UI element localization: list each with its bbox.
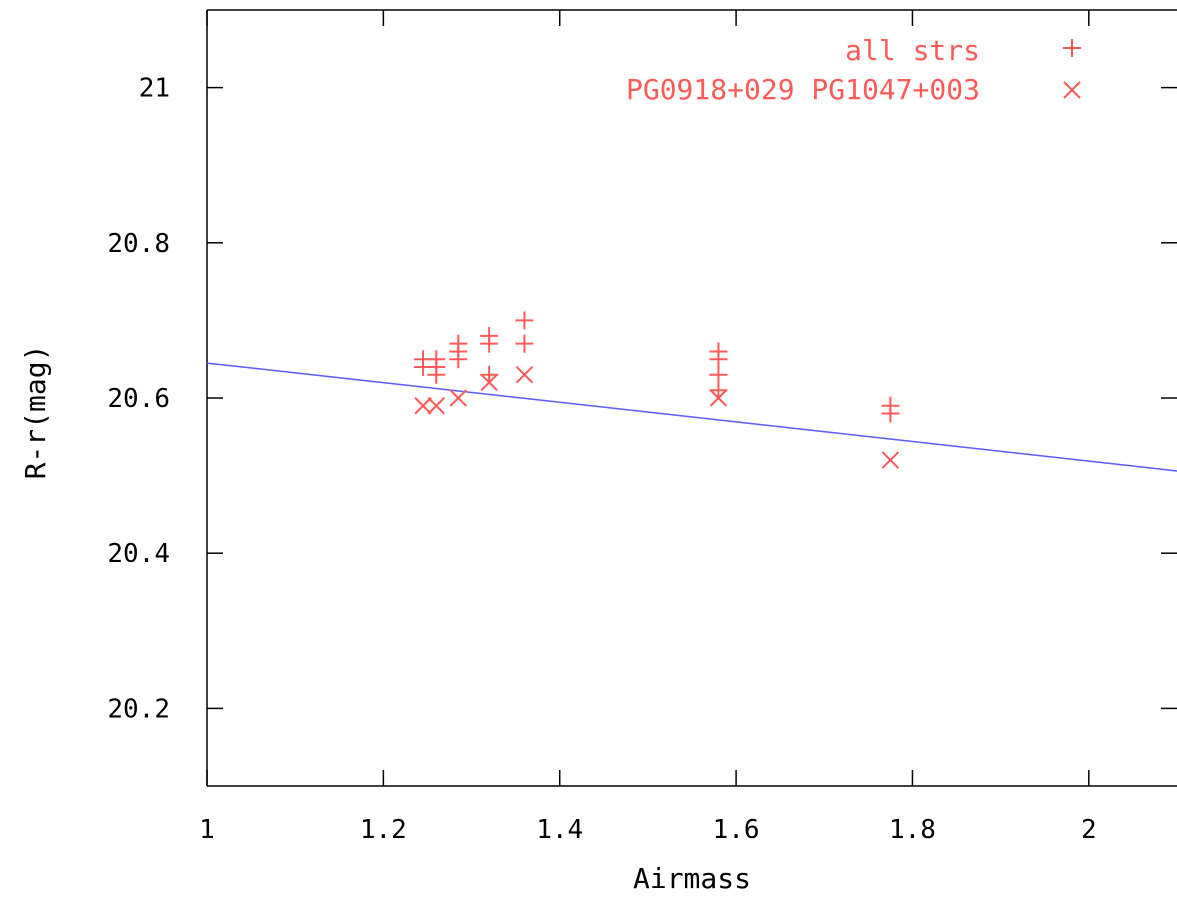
- x-tick-label: 1.2: [360, 815, 407, 845]
- legend-label-pg-stars: PG0918+029 PG1047+003: [626, 73, 980, 106]
- plus-marker: [709, 350, 728, 369]
- plus-marker: [480, 334, 499, 353]
- plus-marker: [480, 365, 499, 384]
- legend: all strs PG0918+029 PG1047+003: [626, 34, 1081, 106]
- tick-labels: 1 1.2 1.4 1.6 1.8 2 20.2 20.4 20.6 20.8 21: [107, 74, 1096, 845]
- plus-marker: [709, 365, 728, 384]
- plus-marker: [709, 381, 728, 400]
- y-tick-label: 20.4: [107, 539, 170, 569]
- cross-marker: [881, 451, 900, 469]
- x-axis-label: Airmass: [633, 862, 751, 895]
- cross-marker: [414, 397, 432, 415]
- x-tick-label: 1.8: [889, 815, 936, 845]
- marker-stroke: [709, 389, 728, 407]
- plus-marker: [427, 365, 446, 384]
- y-tick-label: 20.2: [107, 694, 170, 724]
- marker-stroke: [449, 389, 468, 407]
- ticks: [206, 10, 1177, 786]
- cross-marker: [515, 366, 534, 384]
- marker-stroke: [881, 451, 900, 469]
- marker-stroke: [480, 373, 498, 392]
- y-tick-label: 20.8: [107, 229, 170, 259]
- axes: [206, 9, 1177, 787]
- plus-marker: [449, 350, 468, 369]
- legend-label-all-strs: all strs: [845, 34, 980, 67]
- cross-marker: [480, 373, 498, 392]
- cross-marker: [427, 397, 445, 415]
- x-tick-label: 1.6: [713, 815, 760, 845]
- marker-stroke: [414, 397, 432, 415]
- plus-marker: [515, 311, 534, 330]
- x-tick-label: 1.4: [536, 815, 583, 845]
- y-tick-label: 21: [139, 74, 170, 104]
- legend-marker-cross: [1063, 81, 1081, 99]
- x-tick-label: 2: [1081, 815, 1097, 845]
- marker-stroke: [515, 366, 534, 384]
- y-axis-label: R-r(mag): [19, 345, 52, 480]
- cross-marker: [709, 389, 728, 407]
- cross-marker: [449, 389, 468, 407]
- plus-marker: [515, 334, 534, 353]
- marker-stroke: [427, 397, 445, 415]
- plus-marker: [881, 404, 900, 423]
- legend-marker-plus: [1063, 39, 1081, 57]
- x-tick-label: 1: [199, 815, 215, 845]
- fit-line: [206, 362, 1177, 472]
- y-tick-label: 20.6: [107, 384, 170, 414]
- plot-area: [206, 311, 1177, 472]
